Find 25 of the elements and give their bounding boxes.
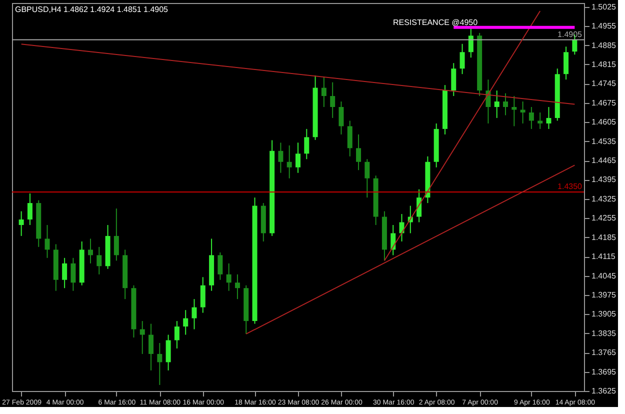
y-tick-label: 1.3905 [592, 310, 617, 319]
y-tick-label: 1.4325 [592, 194, 617, 204]
y-tick-label: 1.5025 [592, 2, 617, 12]
y-tick-label: 1.4745 [592, 79, 617, 88]
y-tick-label: 1.4815 [592, 60, 617, 69]
y-tick-label: 1.4115 [592, 252, 616, 262]
y-tick-label: 1.3765 [592, 348, 617, 358]
y-tick-label: 1.4675 [592, 98, 617, 108]
y-tick-label: 1.4955 [592, 22, 617, 31]
y-tick-label: 1.3625 [592, 386, 617, 396]
y-tick-label: 1.4395 [592, 175, 617, 184]
ref-line-label: 1.4905 [558, 30, 583, 39]
y-tick-label: 1.3975 [592, 290, 617, 300]
y-tick-label: 1.4045 [592, 271, 617, 280]
y-tick-label: 1.4185 [592, 232, 617, 242]
chart-title: GBPUSD,H4 1.4862 1.4924 1.4851 1.4905 [15, 5, 169, 14]
y-tick-label: 1.4885 [592, 40, 617, 50]
y-tick-label: 1.4535 [592, 136, 617, 146]
y-tick-label: 1.4255 [592, 214, 617, 223]
y-tick-label: 1.3835 [592, 328, 617, 338]
y-tick-label: 1.4605 [592, 118, 617, 127]
y-tick-label: 1.3695 [592, 367, 617, 376]
y-tick-label: 1.4465 [592, 156, 617, 166]
annotation: RESISTEANCE @4950 [392, 18, 478, 27]
ref-line-label: 1.4350 [558, 182, 583, 192]
